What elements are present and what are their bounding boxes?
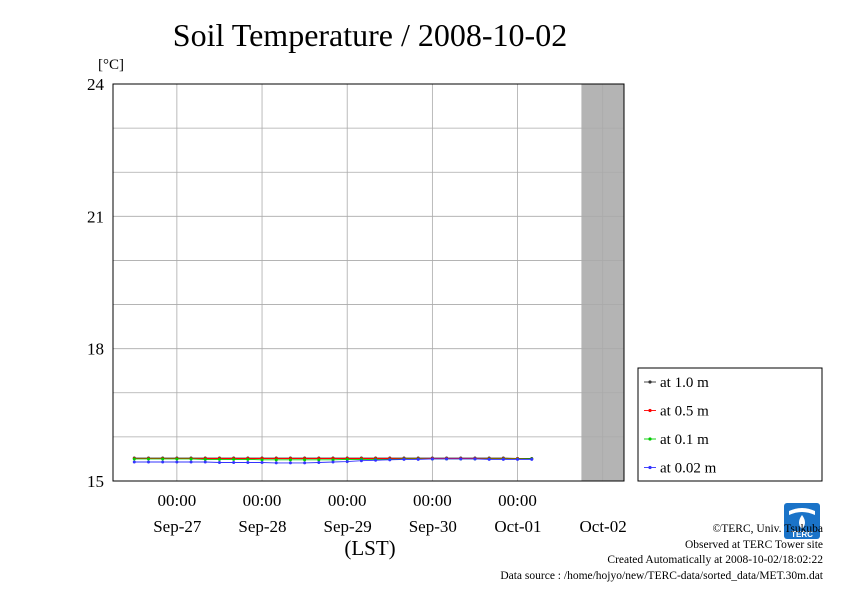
x-tick-label-time: 00:00 — [158, 491, 197, 510]
data-point — [331, 460, 335, 464]
data-point — [232, 460, 236, 464]
data-point — [345, 460, 349, 464]
data-point — [516, 457, 520, 461]
data-point — [203, 457, 207, 461]
plot-background — [113, 84, 624, 481]
x-tick-labels: 00:00 00:00 00:00 00:00 00:00 Sep-27 Sep-28 Sep… — [153, 491, 627, 536]
svg-text:TERC: TERC — [791, 530, 813, 539]
y-tick-label: 15 — [87, 472, 104, 491]
y-tick-label: 18 — [87, 340, 104, 359]
data-point — [501, 457, 505, 461]
data-point — [274, 458, 278, 462]
x-axis-label: (LST) — [344, 536, 395, 560]
legend-swatch-marker — [648, 408, 652, 413]
data-point — [402, 457, 406, 461]
data-point — [161, 457, 165, 461]
legend-label: at 0.5 m — [660, 404, 709, 420]
data-point — [203, 460, 207, 464]
data-point — [487, 457, 491, 461]
terc-logo-icon: TERC — [784, 503, 820, 539]
data-point — [459, 457, 463, 461]
data-point — [288, 458, 292, 462]
data-point — [445, 457, 449, 461]
plot-area — [112, 83, 625, 482]
data-point — [189, 460, 193, 464]
legend: at 1.0 m at 0.5 m at 0.1 m at 0.02 m — [637, 367, 823, 482]
footer-source: Data source : /home/hojyo/new/TERC-data/… — [500, 569, 823, 582]
data-point — [217, 460, 221, 464]
grid-lines — [113, 84, 624, 481]
data-point — [473, 457, 477, 461]
x-tick-label-date: Sep-30 — [409, 517, 457, 536]
data-point — [146, 457, 150, 461]
data-point — [175, 460, 179, 464]
footer-copyright: ©TERC, Univ. Tsukuba — [712, 523, 823, 535]
x-tick-label-date: Oct-01 — [494, 517, 541, 536]
data-point — [288, 461, 292, 465]
x-tick-label-date: Sep-27 — [153, 517, 202, 536]
data-point — [530, 457, 534, 461]
legend-box — [637, 367, 823, 482]
data-point — [374, 458, 378, 462]
data-point — [359, 459, 363, 463]
series-at-0-02-m — [132, 457, 534, 465]
footer-observed: Observed at TERC Tower site — [684, 538, 823, 551]
data-point — [260, 458, 264, 462]
data-point — [303, 461, 307, 465]
data-point — [246, 460, 250, 464]
y-tick-label: 24 — [87, 75, 105, 94]
legend-swatch-marker — [648, 437, 652, 441]
data-point — [317, 460, 321, 464]
chart-title: Soil Temperature / 2008-10-02 — [173, 17, 567, 53]
terc-logo: TERC — [784, 503, 820, 539]
data-point — [430, 457, 434, 461]
data-point — [303, 458, 307, 462]
footer-created: Created Automatically at 2008-10-02/18:0… — [607, 554, 823, 567]
data-point — [274, 461, 278, 465]
x-tick-label-date: Sep-28 — [238, 517, 286, 536]
legend-swatch-marker — [648, 380, 652, 384]
data-point — [175, 457, 179, 461]
y-tick-label: 21 — [87, 207, 104, 226]
footer-block: ©TERC, Univ. Tsukuba Observed at TERC To… — [500, 522, 823, 584]
y-axis-unit-label: [°C] — [98, 57, 124, 73]
legend-swatch-marker — [648, 465, 652, 470]
data-point — [416, 457, 420, 461]
data-point — [146, 460, 150, 464]
series-layer — [132, 456, 534, 465]
x-tick-label-date: Oct-02 — [580, 517, 627, 536]
data-point — [388, 458, 392, 462]
data-point — [317, 458, 321, 462]
x-tick-label-date: Sep-29 — [324, 517, 372, 536]
data-point — [345, 457, 349, 461]
data-point — [161, 460, 165, 464]
plot-frame — [112, 83, 625, 482]
data-point — [189, 457, 193, 461]
legend-label: at 1.0 m — [660, 375, 709, 391]
data-point — [132, 457, 136, 461]
data-point — [132, 460, 136, 464]
x-tick-label-time: 00:00 — [243, 491, 282, 510]
legend-label: at 0.1 m — [660, 432, 709, 448]
data-point — [217, 457, 221, 461]
legend-label: at 0.02 m — [660, 461, 717, 477]
data-point — [331, 458, 335, 462]
data-point — [232, 457, 236, 461]
y-tick-labels: 15 18 21 24 — [87, 75, 105, 491]
data-point — [260, 460, 264, 464]
data-point — [246, 457, 250, 461]
x-tick-label-time: 00:00 — [328, 491, 367, 510]
x-tick-label-time: 00:00 — [413, 491, 452, 510]
x-tick-label-time: 00:00 — [498, 491, 537, 510]
